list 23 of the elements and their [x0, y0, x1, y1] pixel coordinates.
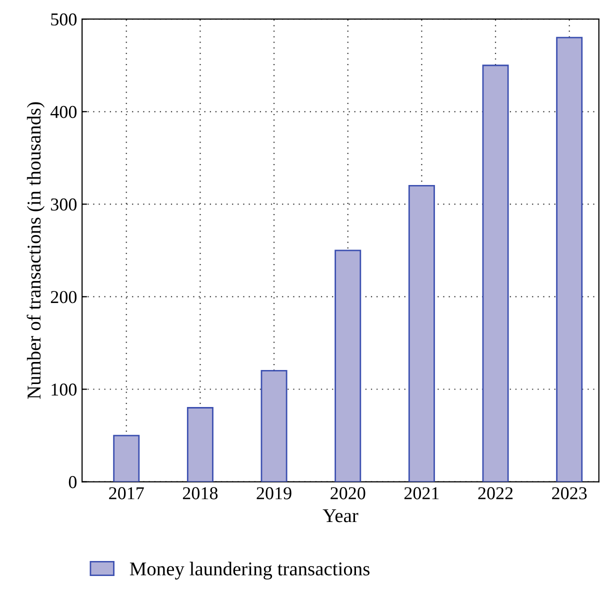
- x-tick-label: 2019: [256, 487, 292, 500]
- x-tick-label: 2017: [109, 487, 144, 500]
- x-tick-label: 2020: [330, 487, 366, 500]
- y-axis-title: Number of transactions (in thousands): [26, 102, 45, 399]
- bar: [408, 184, 435, 482]
- x-axis-title: Year: [322, 509, 358, 522]
- bar: [482, 64, 509, 482]
- y-tick-label: 0: [68, 476, 77, 488]
- y-tick-label: 500: [51, 13, 77, 26]
- bar: [113, 434, 140, 482]
- legend-label: Money laundering transactions: [130, 562, 370, 580]
- x-tick-label: 2018: [182, 487, 218, 500]
- y-tick-label: 300: [51, 198, 77, 211]
- x-tick-label: 2022: [478, 487, 513, 500]
- x-tick-label: 2023: [552, 487, 587, 500]
- bar: [334, 250, 362, 482]
- y-tick-label: 100: [52, 384, 77, 396]
- y-tick-label: 400: [50, 106, 77, 118]
- bar: [186, 407, 214, 482]
- y-tick-label: 200: [50, 290, 77, 304]
- bar: [260, 370, 288, 482]
- x-tick-label: 2021: [404, 487, 439, 500]
- bar: [556, 36, 583, 482]
